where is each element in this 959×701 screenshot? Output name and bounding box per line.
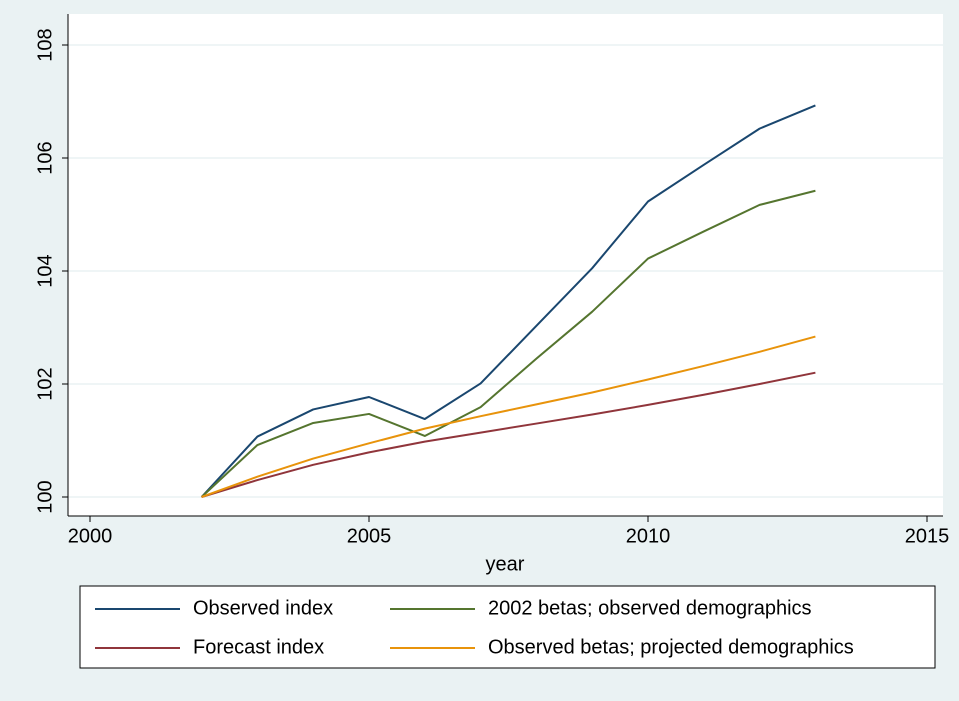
x-axis-title: year xyxy=(486,553,525,575)
legend-label: 2002 betas; observed demographics xyxy=(488,597,812,619)
x-tick-label: 2005 xyxy=(347,525,392,547)
y-tick-label: 100 xyxy=(34,480,56,513)
series-line xyxy=(201,371,816,498)
series-line xyxy=(200,104,816,498)
legend-label: Forecast index xyxy=(193,636,324,658)
legend-label: Observed index xyxy=(193,597,333,619)
y-tick-label: 102 xyxy=(34,367,56,400)
y-tick-label: 108 xyxy=(34,28,56,61)
plot-area xyxy=(68,14,943,516)
series-line xyxy=(201,335,816,498)
x-tick-label: 2015 xyxy=(905,525,950,547)
x-tick-label: 2010 xyxy=(626,525,671,547)
y-tick-label: 106 xyxy=(34,141,56,174)
x-tick-label: 2000 xyxy=(68,525,113,547)
y-tick-label: 104 xyxy=(34,254,56,287)
legend-box xyxy=(79,585,936,669)
legend-label: Observed betas; projected demographics xyxy=(488,636,854,658)
series-line xyxy=(200,189,816,498)
